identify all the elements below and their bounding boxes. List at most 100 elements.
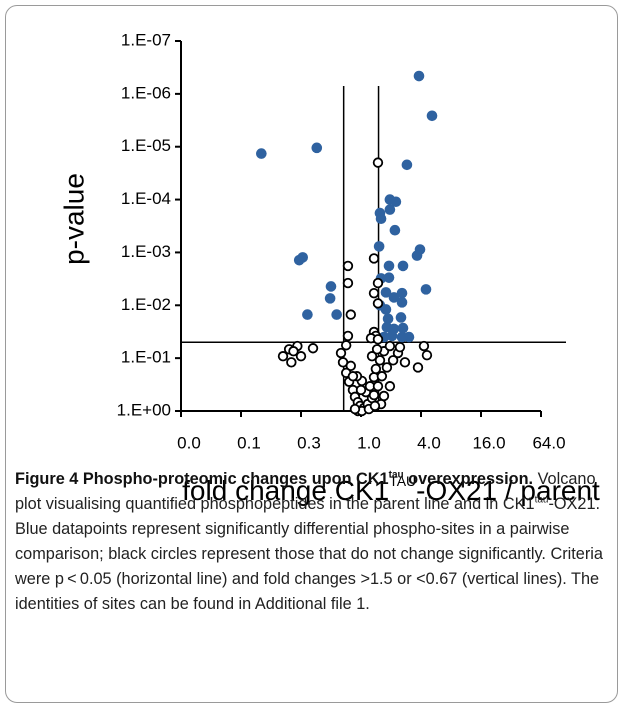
- x-tick-label: 0.1: [237, 433, 261, 452]
- data-point: [412, 362, 424, 373]
- data-point: [383, 272, 395, 283]
- caption-title-text: Phospho-proteomic changes upon CK1: [78, 470, 389, 488]
- data-point: [311, 142, 323, 154]
- x-tick-label: 0.0: [177, 433, 201, 452]
- caption-title-text: overexpression.: [403, 470, 534, 488]
- data-point: [396, 287, 408, 299]
- data-point: [411, 250, 423, 261]
- data-point: [349, 403, 361, 415]
- data-point: [382, 313, 394, 325]
- data-point: [384, 381, 396, 392]
- data-point: [396, 297, 408, 308]
- data-point: [288, 346, 299, 357]
- data-point: [384, 340, 396, 352]
- caption-body-sup: tau: [534, 494, 549, 506]
- data-point: [387, 355, 399, 366]
- data-point: [384, 204, 396, 215]
- x-axis-label-part: fold change CK1: [182, 475, 389, 506]
- caption: Figure 4 Phospho-proteomic changes upon …: [15, 467, 610, 617]
- data-point: [388, 292, 400, 303]
- data-point: [420, 284, 432, 295]
- data-point: [368, 389, 380, 401]
- x-tick-label: 1.0: [357, 433, 381, 452]
- data-point: [397, 260, 409, 272]
- data-point: [347, 371, 359, 382]
- data-point: [368, 287, 380, 299]
- data-point: [397, 322, 409, 334]
- y-tick-label: 1.E+00: [117, 400, 171, 419]
- data-point: [421, 350, 433, 361]
- data-point: [342, 260, 354, 272]
- x-tick-label: 4.0: [417, 433, 441, 452]
- data-point: [381, 362, 393, 373]
- y-tick-label: 1.E-02: [121, 295, 171, 314]
- data-point: [345, 360, 356, 372]
- data-point: [277, 351, 289, 362]
- data-point: [369, 400, 381, 412]
- data-point: [372, 277, 384, 289]
- caption-title: Figure 4 Phospho-proteomic changes upon …: [15, 470, 533, 488]
- data-point: [372, 381, 384, 392]
- data-point: [324, 293, 336, 304]
- data-point: [295, 351, 307, 362]
- caption-title-sup: tau: [388, 469, 404, 481]
- data-point: [366, 351, 378, 362]
- data-point: [342, 330, 354, 342]
- x-tick-label: 16.0: [472, 433, 505, 452]
- data-point: [342, 277, 354, 289]
- figure: p-value fold change CK1TAU-OX21 / parent…: [5, 5, 618, 703]
- data-point: [426, 110, 438, 122]
- data-point: [375, 213, 387, 224]
- y-tick-label: 1.E-04: [121, 189, 171, 208]
- data-point: [399, 357, 411, 368]
- figure-label: Figure 4: [15, 470, 79, 488]
- data-point: [386, 330, 398, 342]
- x-axis-label-sup: TAU: [389, 473, 416, 489]
- data-point: [302, 309, 313, 320]
- data-point: [335, 347, 347, 359]
- data-point: [395, 312, 407, 323]
- data-point: [380, 304, 392, 315]
- data-point: [256, 148, 267, 159]
- data-point: [345, 309, 356, 320]
- data-point: [371, 344, 383, 355]
- caption-body: Volcano plot visualising quantified phos…: [15, 470, 596, 513]
- data-point: [368, 253, 380, 264]
- data-point: [383, 260, 395, 272]
- data-point: [372, 298, 384, 309]
- data-point: [380, 287, 392, 298]
- data-point: [355, 384, 367, 396]
- data-point: [374, 355, 386, 366]
- data-point: [286, 357, 297, 368]
- y-tick-label: 1.E-03: [121, 242, 171, 261]
- x-tick-label: 0.3: [297, 433, 321, 452]
- x-axis-label: fold change CK1TAU-OX21 / parent: [182, 473, 600, 506]
- data-point: [413, 70, 425, 82]
- data-point: [396, 331, 408, 343]
- y-tick-label: 1.E-06: [121, 83, 171, 102]
- data-point: [307, 343, 319, 354]
- data-point: [401, 159, 413, 171]
- y-tick-label: 1.E-07: [121, 30, 171, 49]
- caption-body: -OX21. Blue datapoints represent signifi…: [15, 495, 603, 613]
- data-point: [370, 363, 382, 375]
- data-point: [389, 224, 401, 236]
- data-point: [373, 241, 385, 252]
- data-point: [394, 341, 406, 353]
- data-point: [390, 196, 402, 208]
- data-point: [331, 309, 342, 320]
- chart: p-value fold change CK1TAU-OX21 / parent…: [58, 30, 600, 506]
- x-tick-label: 64.0: [532, 433, 565, 452]
- data-point: [376, 371, 388, 382]
- data-point: [418, 340, 430, 352]
- x-axis-label-part: -OX21 / parent: [416, 475, 600, 506]
- y-tick-label: 1.E-01: [121, 348, 171, 367]
- data-point: [293, 254, 305, 266]
- data-point: [372, 157, 384, 168]
- data-point: [325, 281, 337, 292]
- y-tick-label: 1.E-05: [121, 136, 171, 155]
- data-point: [340, 340, 352, 351]
- data-point: [372, 334, 384, 345]
- data-point: [378, 390, 390, 402]
- y-axis-label: p-value: [58, 173, 89, 265]
